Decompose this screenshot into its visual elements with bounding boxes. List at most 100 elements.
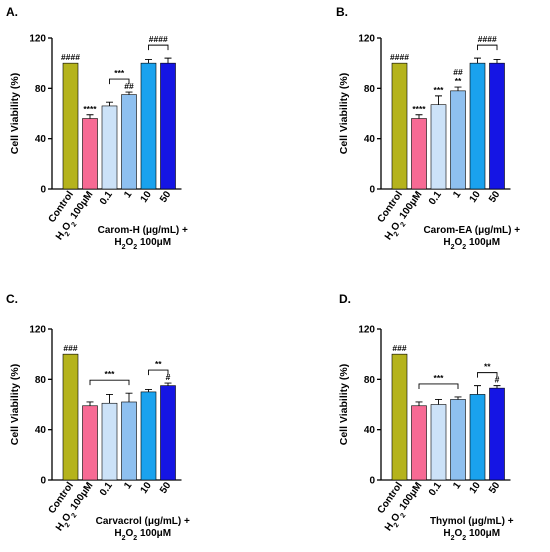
comparison-bracket xyxy=(477,44,498,51)
bracket-label: *** xyxy=(105,369,116,379)
significance-label: # xyxy=(495,375,500,385)
comparison-bracket xyxy=(89,379,130,386)
error-bar xyxy=(474,385,481,395)
bar-4 xyxy=(450,399,466,481)
y-tick-label: 40 xyxy=(364,134,376,145)
error-bar xyxy=(106,101,113,106)
error-bar xyxy=(454,396,462,400)
bar-3 xyxy=(101,105,118,190)
treatment-label: H2O2 100μM xyxy=(114,237,171,251)
panel-label: A. xyxy=(6,5,18,19)
error-bar xyxy=(106,393,113,404)
comparison-bracket xyxy=(477,372,498,378)
panel-label: D. xyxy=(339,292,351,306)
y-tick-label: 80 xyxy=(364,375,376,386)
panel-label: C. xyxy=(6,292,18,306)
y-tick-label: 0 xyxy=(40,476,46,487)
error-bar xyxy=(493,58,501,64)
x-tick-label: 10 xyxy=(468,189,484,205)
x-tick-label: 50 xyxy=(158,189,174,205)
significance-label: ### xyxy=(392,343,406,353)
y-tick-label: 0 xyxy=(369,185,375,196)
error-bar xyxy=(164,382,172,386)
y-tick-label: 120 xyxy=(29,34,46,45)
significance-label: **** xyxy=(83,104,97,114)
y-tick-label: 80 xyxy=(364,84,376,95)
bar-1 xyxy=(62,353,79,481)
chart-panel-2: B.Cell Viability (%)04080120ControlH2O2 … xyxy=(336,5,520,251)
bar-1 xyxy=(391,62,408,190)
y-tick-label: 80 xyxy=(35,84,47,95)
bar-3 xyxy=(430,104,447,190)
bar-5 xyxy=(469,62,486,190)
bar-4 xyxy=(121,94,137,190)
bracket-label: *** xyxy=(114,68,125,78)
bar-5 xyxy=(469,394,486,481)
error-bar xyxy=(435,399,442,405)
x-tick-label: 50 xyxy=(158,480,174,496)
bracket-label: #### xyxy=(478,34,497,44)
panel-label: B. xyxy=(336,5,348,19)
x-tick-label: 0.1 xyxy=(98,189,115,207)
error-bar xyxy=(493,385,501,389)
treatment-label: Carvacrol (μg/mL) + xyxy=(96,516,190,527)
x-tick-label: 50 xyxy=(487,189,503,205)
x-tick-label: 50 xyxy=(487,480,503,496)
significance-label: ## xyxy=(453,67,463,77)
significance-label: *** xyxy=(434,85,445,95)
y-tick-label: 0 xyxy=(369,476,375,487)
comparison-bracket xyxy=(418,383,459,389)
bar-6 xyxy=(489,387,505,481)
y-tick-label: 80 xyxy=(35,375,47,386)
bracket-label: #### xyxy=(149,34,168,44)
y-tick-label: 120 xyxy=(358,34,375,45)
chart-panel-3: C.Cell Viability (%)04080120ControlH2O2 … xyxy=(6,292,190,542)
comparison-bracket xyxy=(148,44,169,51)
error-bar xyxy=(86,401,94,406)
x-tick-label: 0.1 xyxy=(98,480,115,498)
significance-label: #### xyxy=(390,52,409,62)
y-tick-label: 0 xyxy=(40,185,46,196)
significance-label: ### xyxy=(63,343,77,353)
bracket-label: ** xyxy=(155,359,162,369)
treatment-label: H2O2 100μM xyxy=(443,528,500,542)
treatment-label: Carom-H (μg/mL) + xyxy=(98,225,188,236)
bar-6 xyxy=(489,62,505,190)
bar-4 xyxy=(450,90,466,190)
x-tick-label: 1 xyxy=(451,480,463,491)
chart-panel-4: D.Cell Viability (%)04080120ControlH2O2 … xyxy=(338,292,514,542)
bar-6 xyxy=(160,385,176,481)
treatment-label: H2O2 100μM xyxy=(114,528,171,542)
x-tick-label: 10 xyxy=(468,480,484,496)
error-bar xyxy=(125,392,133,402)
error-bar xyxy=(125,91,133,95)
x-tick-label: 0.1 xyxy=(427,480,444,498)
error-bar xyxy=(415,401,423,406)
x-tick-label: 1 xyxy=(122,480,134,491)
x-tick-label: 0.1 xyxy=(427,189,444,207)
significance-label: #### xyxy=(61,52,80,62)
bar-5 xyxy=(140,62,157,190)
y-tick-label: 40 xyxy=(364,425,376,436)
significance-label: ** xyxy=(455,76,462,86)
y-axis-title: Cell Viability (%) xyxy=(338,73,350,155)
y-tick-label: 120 xyxy=(358,325,375,336)
error-bar xyxy=(145,58,152,64)
error-bar xyxy=(454,86,462,91)
bracket-label: *** xyxy=(434,373,445,383)
bar-3 xyxy=(101,402,118,481)
bar-1 xyxy=(62,62,79,190)
bar-6 xyxy=(160,62,176,190)
comparison-bracket xyxy=(109,78,130,85)
bar-5 xyxy=(140,391,157,481)
y-axis-title: Cell Viability (%) xyxy=(338,364,350,446)
comparison-bracket xyxy=(148,369,169,376)
y-axis-title: Cell Viability (%) xyxy=(9,73,21,155)
error-bar xyxy=(145,388,152,392)
significance-label: # xyxy=(166,372,171,382)
bar-2 xyxy=(82,405,98,481)
bar-2 xyxy=(411,405,427,481)
error-bar xyxy=(415,114,423,119)
treatment-label: Thymol (μg/mL) + xyxy=(430,516,514,527)
